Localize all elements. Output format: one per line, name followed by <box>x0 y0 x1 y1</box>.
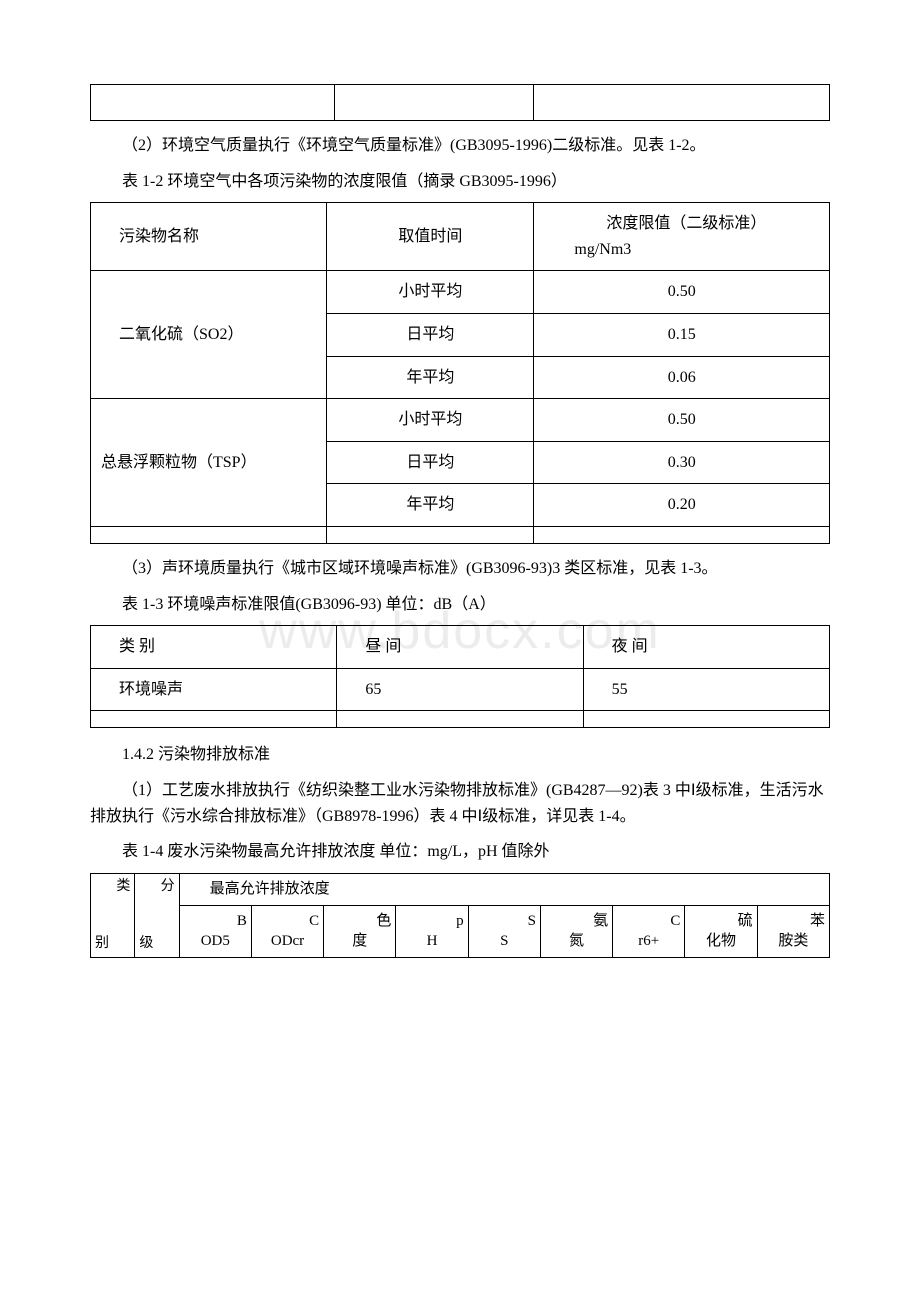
t4-header-level: 分 级 <box>135 873 179 958</box>
t3-empty-cell <box>91 711 337 728</box>
table-1-4-caption: 表 1-4 废水污染物最高允许排放浓度 单位：mg/L，pH 值除外 <box>90 839 830 865</box>
paragraph-wastewater: （1）工艺废水排放执行《纺织染整工业水污染物排放标准》(GB4287—92)表 … <box>90 778 830 829</box>
t1-tsp-year-label: 年平均 <box>327 484 534 527</box>
table-1-3-caption: 表 1-3 环境噪声标准限值(GB3096-93) 单位：dB（A） <box>90 592 830 618</box>
t4-split-top: 分 <box>161 878 175 896</box>
section-1-4-2: 1.4.2 污染物排放标准 <box>90 742 830 768</box>
t1-tsp-day-val: 0.30 <box>534 441 830 484</box>
t1-header-pollutant: 污染物名称 <box>91 203 327 271</box>
t3-header-night: 夜 间 <box>583 626 829 669</box>
t4-col-aniline: 苯胺类 <box>757 906 829 958</box>
document-content: （2）环境空气质量执行《环境空气质量标准》(GB3095-1996)二级标准。见… <box>90 84 830 958</box>
table-1-4: 类 别 分 级 最高允许排放浓度 BOD5 CODcr 色度 pH SS 氨氮 … <box>90 873 830 959</box>
t3-header-day: 昼 间 <box>337 626 583 669</box>
t4-col-nh3n: 氨氮 <box>540 906 612 958</box>
t1-so2-day-val: 0.15 <box>534 313 830 356</box>
t4-col-ph: pH <box>396 906 468 958</box>
t4-split-bot: 级 <box>139 935 153 953</box>
t3-empty-cell <box>337 711 583 728</box>
stub-cell <box>334 85 534 121</box>
table-1-2: 污染物名称 取值时间 浓度限值（二级标准）mg/Nm3 二氧化硫（SO2） 小时… <box>90 202 830 544</box>
table-stub-top <box>90 84 830 121</box>
t4-col-codcr: CODcr <box>251 906 323 958</box>
t4-header-category: 类 别 <box>91 873 135 958</box>
t1-tsp-hour-val: 0.50 <box>534 399 830 442</box>
t1-tsp-day-label: 日平均 <box>327 441 534 484</box>
stub-cell <box>534 85 830 121</box>
t4-split-top: 类 <box>116 878 130 896</box>
t3-row-label: 环境噪声 <box>91 668 337 711</box>
table-1-2-caption: 表 1-2 环境空气中各项污染物的浓度限值（摘录 GB3095-1996） <box>90 169 830 195</box>
t4-col-sulfide: 硫化物 <box>685 906 757 958</box>
t3-header-category: 类 别 <box>91 626 337 669</box>
t4-col-cr6: Cr6+ <box>613 906 685 958</box>
t1-so2-year-label: 年平均 <box>327 356 534 399</box>
paragraph-noise: （3）声环境质量执行《城市区域环境噪声标准》(GB3096-93)3 类区标准，… <box>90 556 830 582</box>
t1-so2-year-val: 0.06 <box>534 356 830 399</box>
t4-col-ss: SS <box>468 906 540 958</box>
t1-empty-cell <box>534 526 830 543</box>
t1-tsp-year-val: 0.20 <box>534 484 830 527</box>
t1-header-period: 取值时间 <box>327 203 534 271</box>
t3-day-val: 65 <box>337 668 583 711</box>
t1-empty-cell <box>91 526 327 543</box>
t4-col-color: 色度 <box>324 906 396 958</box>
t1-header-limit: 浓度限值（二级标准）mg/Nm3 <box>534 203 830 271</box>
t1-so2-day-label: 日平均 <box>327 313 534 356</box>
t3-empty-cell <box>583 711 829 728</box>
stub-cell <box>91 85 335 121</box>
table-1-3: 类 别 昼 间 夜 间 环境噪声 65 55 <box>90 625 830 728</box>
t4-split-bot: 别 <box>95 935 109 953</box>
t1-tsp-hour-label: 小时平均 <box>327 399 534 442</box>
t3-night-val: 55 <box>583 668 829 711</box>
t1-so2-hour-label: 小时平均 <box>327 271 534 314</box>
t1-so2-hour-val: 0.50 <box>534 271 830 314</box>
t1-empty-cell <box>327 526 534 543</box>
t1-tsp-name: 总悬浮颗粒物（TSP） <box>91 399 327 527</box>
t4-header-max-concentration: 最高允许排放浓度 <box>179 873 829 906</box>
paragraph-air-quality: （2）环境空气质量执行《环境空气质量标准》(GB3095-1996)二级标准。见… <box>90 133 830 159</box>
t1-so2-name: 二氧化硫（SO2） <box>91 271 327 399</box>
t4-col-bod5: BOD5 <box>179 906 251 958</box>
